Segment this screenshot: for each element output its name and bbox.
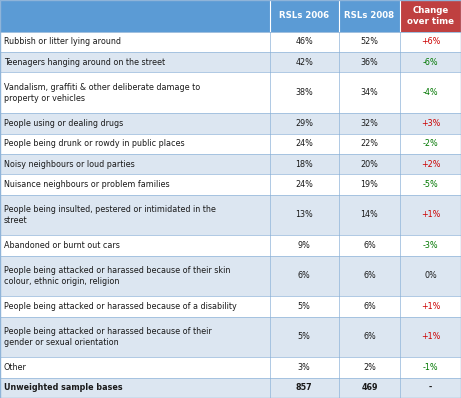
Text: -5%: -5% (423, 180, 438, 189)
Bar (0, 133, 461, 154)
Bar (0, 154, 461, 174)
Text: +1%: +1% (421, 211, 440, 219)
Text: Vandalism, graffiti & other deliberate damage to
property or vehicles: Vandalism, graffiti & other deliberate d… (4, 83, 200, 103)
Text: 5%: 5% (298, 332, 311, 341)
Text: 469: 469 (361, 383, 378, 392)
Text: 5%: 5% (298, 302, 311, 311)
Text: -2%: -2% (423, 139, 438, 148)
Text: Change
over time: Change over time (407, 6, 454, 25)
Bar (0, 357, 461, 378)
Text: People being attacked or harassed because of their skin
colour, ethnic origin, r: People being attacked or harassed becaus… (4, 266, 230, 286)
Text: Unweighted sample bases: Unweighted sample bases (4, 383, 122, 392)
Bar (0, 235, 461, 256)
Text: +6%: +6% (421, 37, 440, 47)
Text: 3%: 3% (298, 363, 311, 372)
Bar (0, 113, 461, 133)
Text: 42%: 42% (296, 58, 313, 67)
Text: 0%: 0% (424, 271, 437, 281)
Text: +1%: +1% (421, 302, 440, 311)
Text: People being attacked or harassed because of a disability: People being attacked or harassed becaus… (4, 302, 236, 311)
Text: 38%: 38% (296, 88, 313, 98)
Text: 24%: 24% (296, 139, 313, 148)
Bar (0, 174, 461, 195)
Text: 32%: 32% (361, 119, 378, 128)
Bar (0, 0, 270, 32)
Text: +2%: +2% (421, 160, 440, 168)
Text: 14%: 14% (361, 211, 378, 219)
Text: 29%: 29% (295, 119, 313, 128)
Text: +1%: +1% (421, 332, 440, 341)
Text: 6%: 6% (363, 271, 376, 281)
Text: 18%: 18% (296, 160, 313, 168)
Bar (0, 72, 461, 113)
Text: -6%: -6% (423, 58, 438, 67)
Text: 46%: 46% (296, 37, 313, 47)
Text: 6%: 6% (363, 241, 376, 250)
Text: 13%: 13% (296, 211, 313, 219)
Text: 52%: 52% (361, 37, 378, 47)
Text: People being drunk or rowdy in public places: People being drunk or rowdy in public pl… (4, 139, 184, 148)
Text: People using or dealing drugs: People using or dealing drugs (4, 119, 123, 128)
Bar (400, 0, 461, 32)
Text: 20%: 20% (361, 160, 378, 168)
Text: 19%: 19% (361, 180, 378, 189)
Bar (0, 32, 461, 52)
Text: Nuisance neighbours or problem families: Nuisance neighbours or problem families (4, 180, 169, 189)
Text: RSLs 2008: RSLs 2008 (344, 12, 395, 20)
Text: -4%: -4% (423, 88, 438, 98)
Text: -1%: -1% (423, 363, 438, 372)
Text: 22%: 22% (361, 139, 378, 148)
Text: 9%: 9% (298, 241, 311, 250)
Text: Noisy neighbours or loud parties: Noisy neighbours or loud parties (4, 160, 135, 168)
Text: 6%: 6% (363, 302, 376, 311)
Bar (339, 0, 400, 32)
Text: Other: Other (4, 363, 27, 372)
Bar (270, 0, 339, 32)
Text: +3%: +3% (421, 119, 440, 128)
Text: RSLs 2006: RSLs 2006 (279, 12, 329, 20)
Text: 6%: 6% (363, 332, 376, 341)
Text: Teenagers hanging around on the street: Teenagers hanging around on the street (4, 58, 165, 67)
Text: 6%: 6% (298, 271, 311, 281)
Text: Rubbish or litter lying around: Rubbish or litter lying around (4, 37, 121, 47)
Text: 24%: 24% (296, 180, 313, 189)
Text: -: - (429, 383, 432, 392)
Bar (0, 52, 461, 72)
Text: 857: 857 (296, 383, 313, 392)
Bar (0, 296, 461, 317)
Bar (0, 195, 461, 235)
Text: 36%: 36% (361, 58, 378, 67)
Text: People being attacked or harassed because of their
gender or sexual orientation: People being attacked or harassed becaus… (4, 327, 212, 347)
Text: 2%: 2% (363, 363, 376, 372)
Bar (0, 317, 461, 357)
Text: 34%: 34% (361, 88, 378, 98)
Bar (0, 378, 461, 398)
Text: Abandoned or burnt out cars: Abandoned or burnt out cars (4, 241, 119, 250)
Bar (0, 256, 461, 296)
Text: People being insulted, pestered or intimidated in the
street: People being insulted, pestered or intim… (4, 205, 216, 224)
Text: -3%: -3% (423, 241, 438, 250)
